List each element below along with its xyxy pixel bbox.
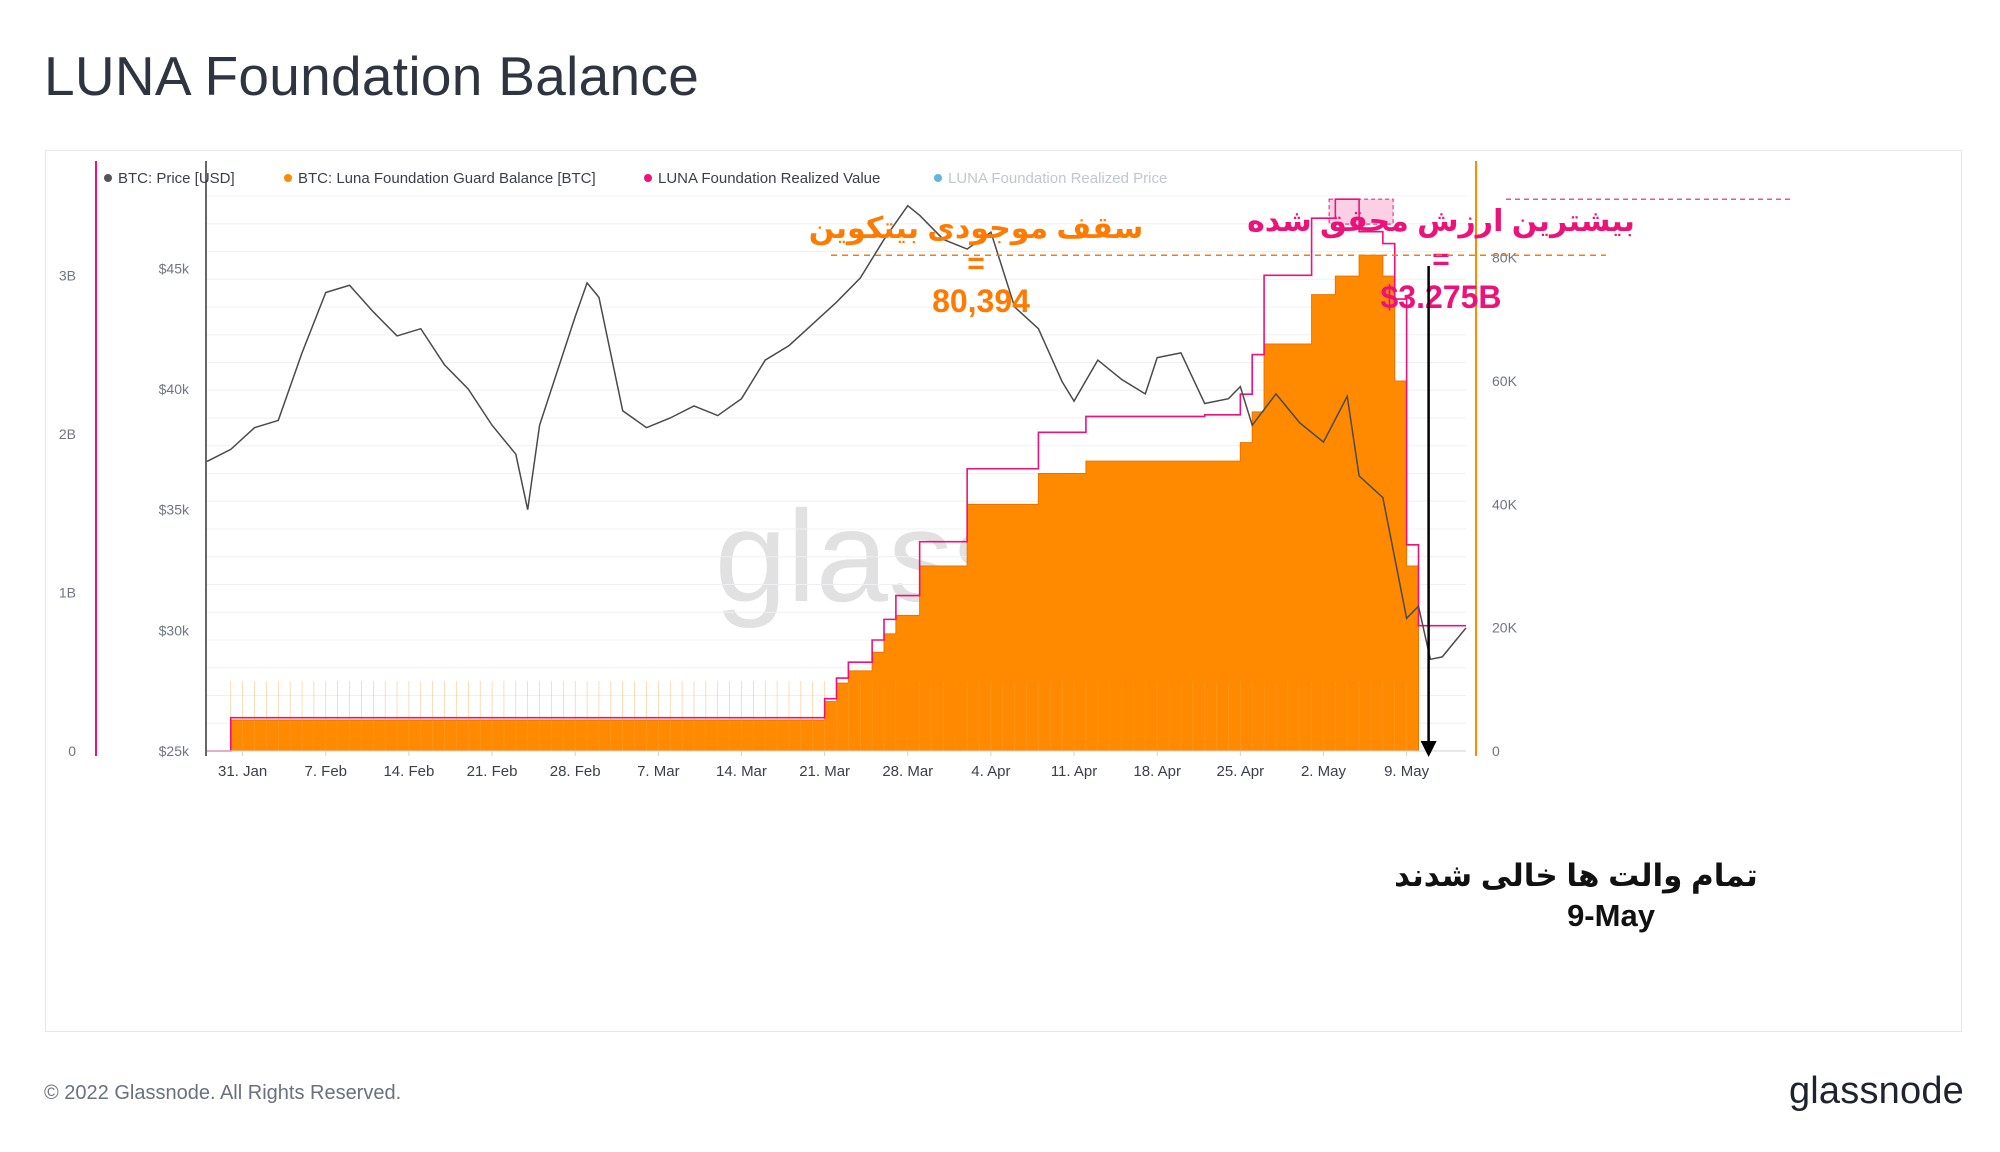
max-realized-value: $3.275B	[1381, 279, 1502, 315]
max-realized-box	[1328, 198, 1394, 225]
price-tick-label: $30k	[159, 622, 190, 638]
legend-label: LUNA Foundation Realized Price	[948, 170, 1167, 187]
max-realized-eq: =	[1432, 243, 1450, 276]
legend-label: BTC: Luna Foundation Guard Balance [BTC]	[298, 170, 596, 187]
legend-marker	[284, 174, 292, 182]
x-tick-label: 18. Apr	[1133, 763, 1181, 780]
legend: BTC: Price [USD] BTC: Luna Foundation Gua…	[104, 170, 1167, 187]
balance-tick-label: 60K	[1492, 373, 1518, 389]
brand-logo: glassnode	[1788, 1070, 1964, 1112]
realized-value-tick-label: 1B	[59, 584, 76, 600]
balance-tick-label: 0	[1492, 743, 1500, 759]
balance-cap-eq: =	[967, 247, 985, 280]
copyright-text: © 2022 Glassnode. All Rights Reserved.	[44, 1082, 402, 1104]
wallets-emptied-title: تمام والت ها خالی شدند	[1394, 858, 1758, 894]
price-tick-label: $25k	[159, 743, 190, 759]
x-tick-label: 25. Apr	[1217, 763, 1265, 780]
x-tick-label: 7. Feb	[305, 763, 348, 780]
price-tick-label: $45k	[159, 260, 190, 276]
balance-cap-value: 80,394	[932, 283, 1030, 319]
balance-tick-label: 80K	[1492, 250, 1518, 266]
x-tick-label: 28. Feb	[550, 763, 601, 780]
price-series	[206, 204, 1467, 661]
chart-panel: BTC: Price [USD] BTC: Luna Foundation Gua…	[45, 150, 1962, 1032]
price-line	[206, 204, 1467, 661]
wallets-emptied-arrowhead	[1420, 741, 1437, 757]
x-tick-label: 21. Feb	[467, 763, 518, 780]
legend-marker	[644, 174, 652, 182]
x-tick-label: 9. May	[1384, 763, 1430, 780]
realized-value-tick-label: 2B	[59, 426, 76, 442]
realized-value-line	[207, 198, 1466, 752]
page-title: LUNA Foundation Balance	[44, 45, 700, 107]
x-tick-label: 14. Mar	[716, 763, 767, 780]
price-tick-label: $40k	[159, 381, 190, 397]
x-tick-label: 2. May	[1301, 763, 1347, 780]
realized-value-tick-label: 0	[68, 743, 76, 759]
realized-value-tick-label: 3B	[59, 267, 76, 283]
legend-marker	[934, 174, 942, 182]
balance-tick-label: 20K	[1492, 620, 1518, 636]
axes: 0 1B 2B 3B $25k $30k $35k $40k $45k 0 20K 40K 60K 80K…	[59, 161, 1518, 780]
legend-marker	[104, 174, 112, 182]
x-tick-label: 7. Mar	[637, 763, 680, 780]
wallets-emptied-date: 9-May	[1567, 898, 1656, 933]
realized-value-series	[207, 198, 1466, 752]
x-tick-label: 31. Jan	[218, 763, 267, 780]
legend-label: LUNA Foundation Realized Value	[658, 170, 880, 187]
x-tick-label: 14. Feb	[383, 763, 434, 780]
price-tick-label: $35k	[159, 502, 190, 518]
x-tick-label: 11. Apr	[1051, 763, 1097, 780]
balance-tick-label: 40K	[1492, 496, 1518, 512]
x-tick-label: 4. Apr	[971, 763, 1010, 780]
annotations: سقف موجودی بیتکوین = 80,394 بیشترین ارزش…	[809, 198, 1791, 933]
x-tick-label: 21. Mar	[799, 763, 850, 780]
balance-cap-title: سقف موجودی بیتکوین	[809, 212, 1143, 245]
max-realized-title: بیشترین ارزش محقق شده	[1247, 205, 1635, 238]
x-tick-label: 28. Mar	[882, 763, 933, 780]
chart-svg: BTC: Price [USD] BTC: Luna Foundation Gua…	[59, 161, 1791, 933]
legend-label: BTC: Price [USD]	[118, 170, 235, 187]
